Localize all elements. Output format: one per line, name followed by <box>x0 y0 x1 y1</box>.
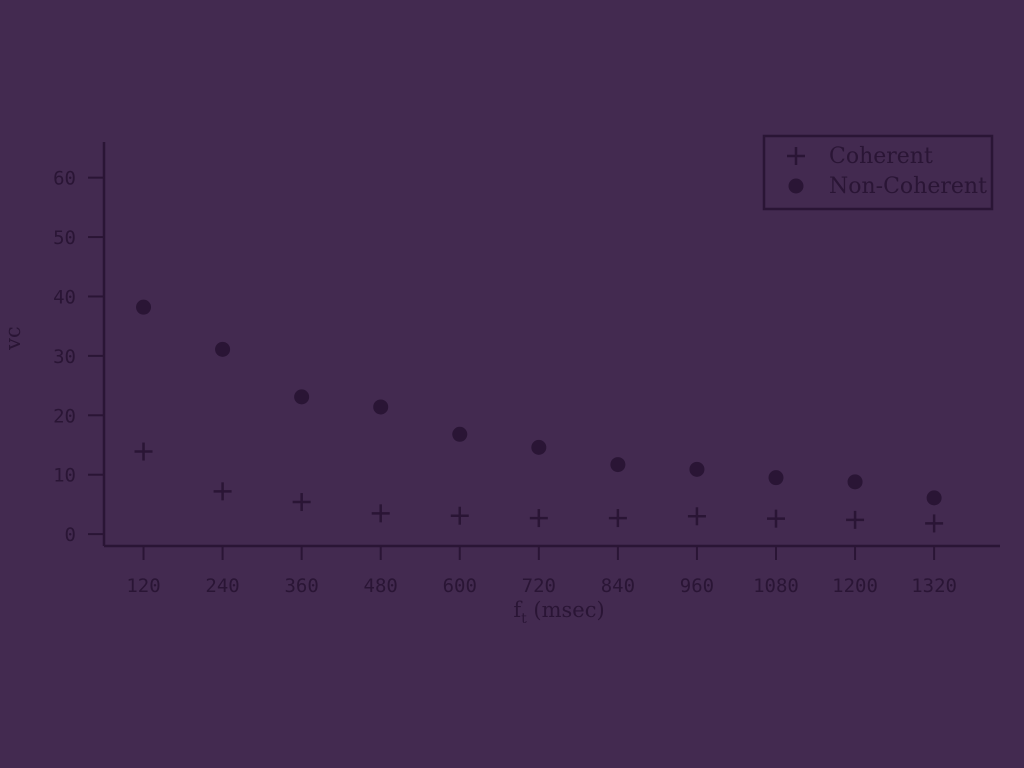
data-point-non-coherent <box>215 341 231 357</box>
data-point-non-coherent <box>926 490 942 506</box>
data-point-coherent <box>213 482 232 501</box>
legend-label-non-coherent: Non-Coherent <box>829 174 987 199</box>
y-tick-label: 40 <box>53 286 76 308</box>
legend-box <box>762 134 994 211</box>
data-point-coherent <box>529 509 548 528</box>
y-tick-label: 60 <box>53 168 76 190</box>
data-point-coherent <box>925 514 944 533</box>
data-point-coherent <box>450 506 469 525</box>
x-axis-title: ft (msec) <box>513 598 604 627</box>
data-point-coherent <box>687 507 706 526</box>
y-tick-label: 20 <box>53 405 76 427</box>
x-tick-label: 960 <box>680 575 714 597</box>
plot-area <box>134 299 944 533</box>
data-point-non-coherent <box>689 461 705 477</box>
legend: Coherent Non-Coherent <box>762 134 994 211</box>
data-point-non-coherent <box>847 474 863 490</box>
data-point-coherent <box>767 509 785 528</box>
data-point-coherent <box>846 510 865 529</box>
data-point-non-coherent <box>452 426 468 442</box>
x-axis: 120 240 360 480 600 720 840 960 1080 1200 1320 <box>104 544 1000 597</box>
y-axis: 0 10 20 30 40 50 60 <box>53 142 106 546</box>
y-axis-title: vc <box>1 326 25 351</box>
legend-marker-non-coherent <box>788 178 804 194</box>
data-point-non-coherent <box>294 389 310 405</box>
y-tick-label: 50 <box>53 227 76 249</box>
data-point-non-coherent <box>531 439 547 455</box>
data-point-coherent <box>134 442 153 461</box>
data-point-coherent <box>292 493 311 512</box>
data-point-non-coherent <box>768 470 784 486</box>
y-tick-label: 30 <box>53 346 76 368</box>
y-tick-label: 10 <box>53 465 76 487</box>
x-tick-label: 120 <box>126 575 160 597</box>
data-point-coherent <box>608 509 627 528</box>
x-tick-label: 480 <box>364 575 398 597</box>
x-tick-label: 1320 <box>911 575 957 597</box>
legend-marker-coherent <box>787 147 805 165</box>
x-tick-label: 720 <box>522 575 556 597</box>
x-tick-label: 600 <box>443 575 477 597</box>
data-point-non-coherent <box>610 457 626 473</box>
x-tick-label: 240 <box>205 575 239 597</box>
y-tick-label: 0 <box>65 524 76 546</box>
data-point-non-coherent <box>136 299 152 315</box>
data-point-coherent <box>371 504 390 523</box>
x-tick-label: 1200 <box>832 575 878 597</box>
x-tick-label: 840 <box>601 575 635 597</box>
data-point-non-coherent <box>373 399 389 415</box>
x-tick-label: 360 <box>284 575 318 597</box>
x-tick-label: 1080 <box>753 575 799 597</box>
legend-label-coherent: Coherent <box>829 144 933 169</box>
